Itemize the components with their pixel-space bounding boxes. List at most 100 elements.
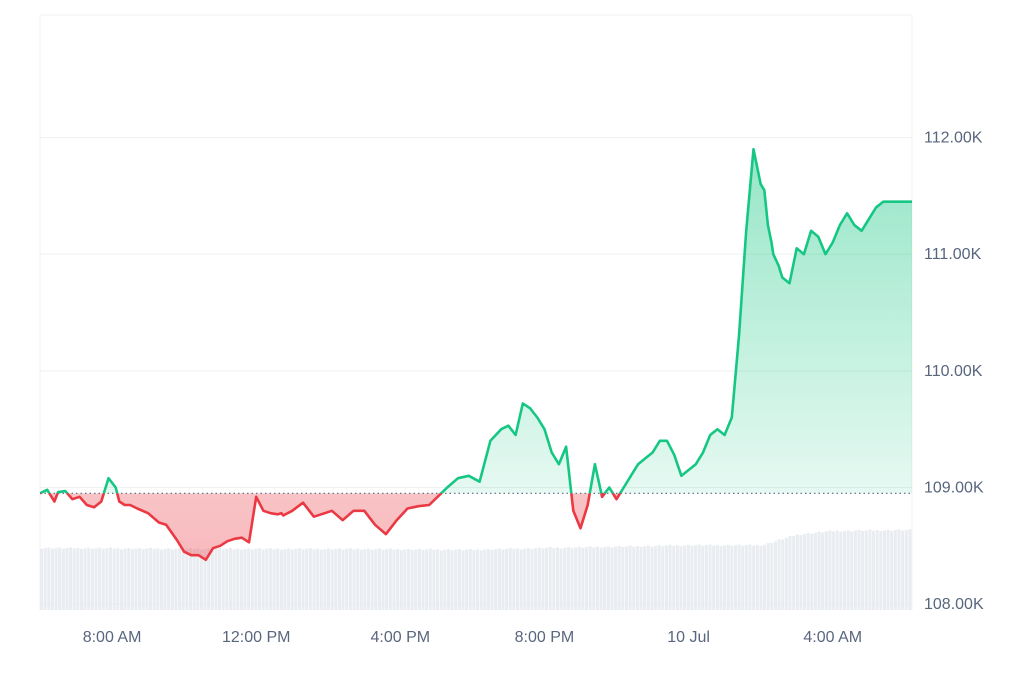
- volume-bar: [719, 546, 723, 610]
- volume-bar: [697, 544, 701, 610]
- volume-bar: [258, 548, 262, 610]
- volume-bar: [396, 548, 400, 610]
- volume-bar: [846, 530, 850, 610]
- volume-bar: [334, 548, 338, 610]
- volume-bar: [875, 530, 879, 610]
- volume-bar: [112, 548, 116, 610]
- volume-bar: [65, 547, 69, 610]
- volume-bar: [308, 548, 312, 610]
- volume-bar: [759, 546, 763, 610]
- volume-bar: [327, 548, 331, 610]
- x-tick-label: 8:00 PM: [515, 629, 575, 646]
- volume-bar: [694, 545, 698, 610]
- volume-bar: [272, 549, 276, 610]
- volume-bar: [170, 549, 174, 610]
- volume-bar: [54, 548, 58, 610]
- volume-bar: [712, 545, 716, 610]
- volume-bar: [730, 545, 734, 610]
- volume-bar: [893, 530, 897, 610]
- volume-bar: [297, 548, 301, 610]
- volume-bar: [247, 548, 251, 610]
- volume-bar: [723, 545, 727, 610]
- volume-bar: [515, 548, 519, 610]
- volume-bar: [857, 529, 861, 610]
- volume-bar: [675, 545, 679, 610]
- y-tick-label: 112.00K: [924, 130, 983, 147]
- volume-bar: [835, 530, 839, 610]
- volume-bar: [345, 548, 349, 610]
- x-tick-label: 12:00 PM: [222, 629, 290, 646]
- volume-bar: [156, 548, 160, 610]
- volume-bar: [127, 548, 131, 610]
- volume-bar: [664, 545, 668, 610]
- volume-bar: [599, 547, 603, 610]
- volume-bar: [610, 547, 614, 610]
- volume-bar: [101, 548, 105, 610]
- volume-bar: [385, 549, 389, 610]
- volume-bar: [683, 545, 687, 610]
- volume-bar: [803, 534, 807, 610]
- volume-bar: [381, 549, 385, 610]
- price-area: [40, 149, 912, 560]
- volume-bar: [319, 549, 323, 610]
- price-line-up[interactable]: [40, 147, 912, 560]
- volume-bar: [105, 548, 109, 610]
- volume-bar: [268, 548, 272, 610]
- volume-bar: [715, 544, 719, 610]
- volume-bar: [341, 549, 345, 610]
- volume-bar: [192, 549, 196, 610]
- volume-bar: [737, 544, 741, 610]
- area-above-baseline: [40, 149, 912, 494]
- volume-bar: [79, 549, 83, 610]
- volume-bar: [356, 548, 360, 610]
- volume-bar: [617, 545, 621, 610]
- volume-bar: [374, 549, 378, 610]
- volume-bar: [574, 547, 578, 610]
- volume-bar: [646, 545, 650, 610]
- volume-bar: [403, 549, 407, 610]
- volume-bar: [279, 549, 283, 610]
- volume-bar: [40, 548, 44, 610]
- volume-bar: [490, 549, 494, 610]
- volume-bar: [890, 530, 894, 610]
- volume-bar: [654, 545, 658, 610]
- volume-bar: [733, 545, 737, 610]
- volume-bar: [897, 529, 901, 610]
- volume-bar: [399, 550, 403, 610]
- volume-bar: [792, 536, 796, 610]
- volume-bar: [76, 547, 80, 610]
- volume-bar: [614, 546, 618, 610]
- price-line[interactable]: [40, 147, 912, 562]
- volume-bar: [283, 549, 287, 610]
- volume-bar: [541, 548, 545, 610]
- volume-bar: [853, 530, 857, 610]
- volume-bar: [392, 549, 396, 610]
- volume-bar: [643, 546, 647, 610]
- price-line-down[interactable]: [40, 149, 912, 562]
- volume-bar: [47, 547, 51, 610]
- volume-bar: [624, 546, 628, 610]
- volume-bar: [443, 549, 447, 610]
- volume-bars: [40, 529, 912, 610]
- volume-bar: [301, 549, 305, 610]
- volume-bar: [748, 544, 752, 610]
- volume-bar: [523, 548, 527, 610]
- volume-bar: [824, 531, 828, 610]
- volume-bar: [744, 545, 748, 610]
- volume-bar: [879, 531, 883, 610]
- volume-bar: [476, 549, 480, 610]
- volume-bar: [810, 533, 814, 610]
- volume-bar: [832, 531, 836, 610]
- volume-bar: [588, 546, 592, 610]
- volume-bar: [904, 529, 908, 610]
- volume-bar: [497, 548, 501, 610]
- volume-bar: [850, 531, 854, 610]
- volume-bar: [559, 548, 563, 610]
- volume-bar: [494, 549, 498, 610]
- volume-bar: [436, 549, 440, 610]
- volume-bar: [348, 548, 352, 610]
- volume-bar: [50, 548, 54, 610]
- volume-bar: [861, 531, 865, 610]
